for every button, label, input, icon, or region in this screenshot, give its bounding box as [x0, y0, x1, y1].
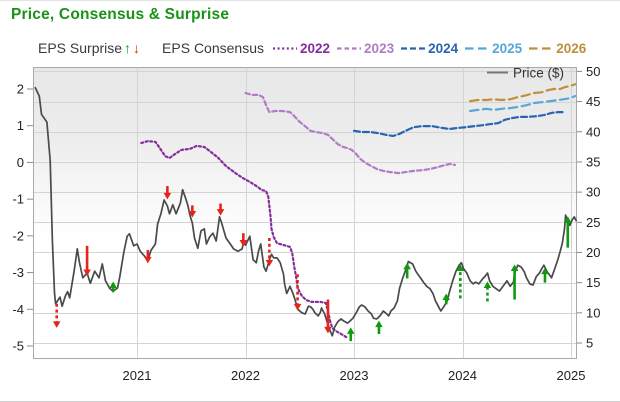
- legend-line-sample-2022: [273, 46, 297, 50]
- surprise-arrowhead-up: [346, 327, 355, 334]
- right-axis-tick-label: 45: [586, 94, 600, 109]
- legend-line-sample-2025: [465, 46, 490, 50]
- left-axis-tick-label: 1: [17, 118, 24, 133]
- legend-year-label: 2024: [428, 40, 459, 56]
- surprise-arrowhead-up: [109, 281, 117, 288]
- left-axis-tick-label: -2: [12, 228, 24, 243]
- legend-item-2026: 2026: [529, 41, 586, 56]
- price-legend-label: Price ($): [513, 66, 564, 81]
- right-axis-tick-label: 10: [586, 305, 600, 320]
- legend-item-2023: 2023: [337, 41, 394, 56]
- left-axis-tick-label: 0: [17, 155, 24, 170]
- x-axis-tick-label: 2025: [557, 368, 586, 383]
- legend-year-label: 2022: [300, 40, 331, 56]
- legend-item-2024: 2024: [401, 41, 458, 56]
- consensus-line-2023: [244, 91, 456, 175]
- surprise-arrowhead-up: [563, 216, 572, 223]
- price-legend: Price ($): [487, 66, 564, 81]
- surprise-arrowhead-down: [188, 210, 197, 218]
- legend-line-sample-2024: [401, 46, 426, 50]
- right-axis-tick-label: 30: [586, 185, 600, 200]
- surprise-up-arrow-icon: ↑: [124, 40, 132, 56]
- left-axis-tick-label: 2: [17, 82, 24, 97]
- x-axis-tick-label: 2021: [123, 368, 152, 383]
- right-axis-tick-label: 50: [586, 64, 600, 79]
- right-axis-tick-label: 15: [586, 275, 600, 290]
- right-axis-tick-label: 20: [586, 245, 600, 260]
- surprise-arrows: [52, 186, 572, 342]
- surprise-arrowhead-up: [403, 262, 411, 270]
- legend: EPS Surprise ↑ ↓ EPS Consensus 2022 2023 2…: [38, 40, 593, 56]
- surprise-arrowhead-up: [456, 264, 465, 272]
- eps-consensus-label: EPS Consensus: [162, 40, 264, 56]
- consensus-line-2025: [469, 94, 577, 113]
- surprise-arrowhead-down: [293, 303, 302, 311]
- surprise-arrowhead-down: [216, 209, 225, 216]
- surprise-arrowhead-up: [510, 264, 519, 272]
- surprise-arrowhead-down: [163, 192, 172, 200]
- left-axis-tick-label: -3: [12, 265, 24, 280]
- legend-year-label: 2023: [364, 40, 395, 56]
- surprise-arrowhead-down: [265, 259, 274, 267]
- surprise-arrowhead-up: [375, 320, 383, 328]
- consensus-line-2022: [140, 139, 350, 339]
- left-axis-tick-label: -1: [12, 192, 24, 207]
- legend-item-2022: 2022: [273, 41, 330, 56]
- x-axis-tick-label: 2022: [231, 368, 260, 383]
- right-axis-tick-label: 5: [586, 336, 593, 351]
- right-axis-tick-label: 40: [586, 124, 600, 139]
- legend-item-2025: 2025: [465, 41, 522, 56]
- surprise-arrowhead-down: [239, 239, 248, 247]
- legend-line-sample-2026: [529, 46, 554, 50]
- eps-surprise-label: EPS Surprise: [38, 40, 123, 56]
- consensus-line-2024: [352, 110, 565, 138]
- legend-year-label: 2026: [556, 40, 587, 56]
- price-line: [34, 86, 578, 337]
- legend-series: 2022 2023 2024 2025 2026: [273, 41, 593, 56]
- legend-year-label: 2025: [492, 40, 523, 56]
- gridlines: [33, 67, 577, 359]
- x-axis-tick-label: 2024: [448, 368, 477, 383]
- plot-background: [33, 67, 577, 359]
- left-axis-tick-label: -5: [12, 338, 24, 353]
- surprise-arrowhead-down: [52, 321, 61, 328]
- consensus-line-2026: [469, 83, 577, 103]
- surprise-down-arrow-icon: ↓: [133, 40, 141, 56]
- surprise-arrowhead-up: [483, 281, 492, 288]
- plot-border: [33, 67, 577, 359]
- right-axis-tick-label: 25: [586, 215, 600, 230]
- surprise-arrowhead-down: [144, 256, 152, 264]
- surprise-arrowhead-down: [83, 269, 91, 277]
- x-axis-tick-label: 2023: [340, 368, 369, 383]
- surprise-arrowhead-up: [442, 293, 451, 301]
- left-axis-tick-label: -4: [12, 302, 24, 317]
- chart-title: Price, Consensus & Surprise: [11, 6, 230, 23]
- surprise-arrowhead-up: [541, 267, 549, 275]
- right-axis-tick-label: 35: [586, 154, 600, 169]
- surprise-arrowhead-down: [324, 326, 332, 334]
- legend-line-sample-2023: [337, 46, 362, 50]
